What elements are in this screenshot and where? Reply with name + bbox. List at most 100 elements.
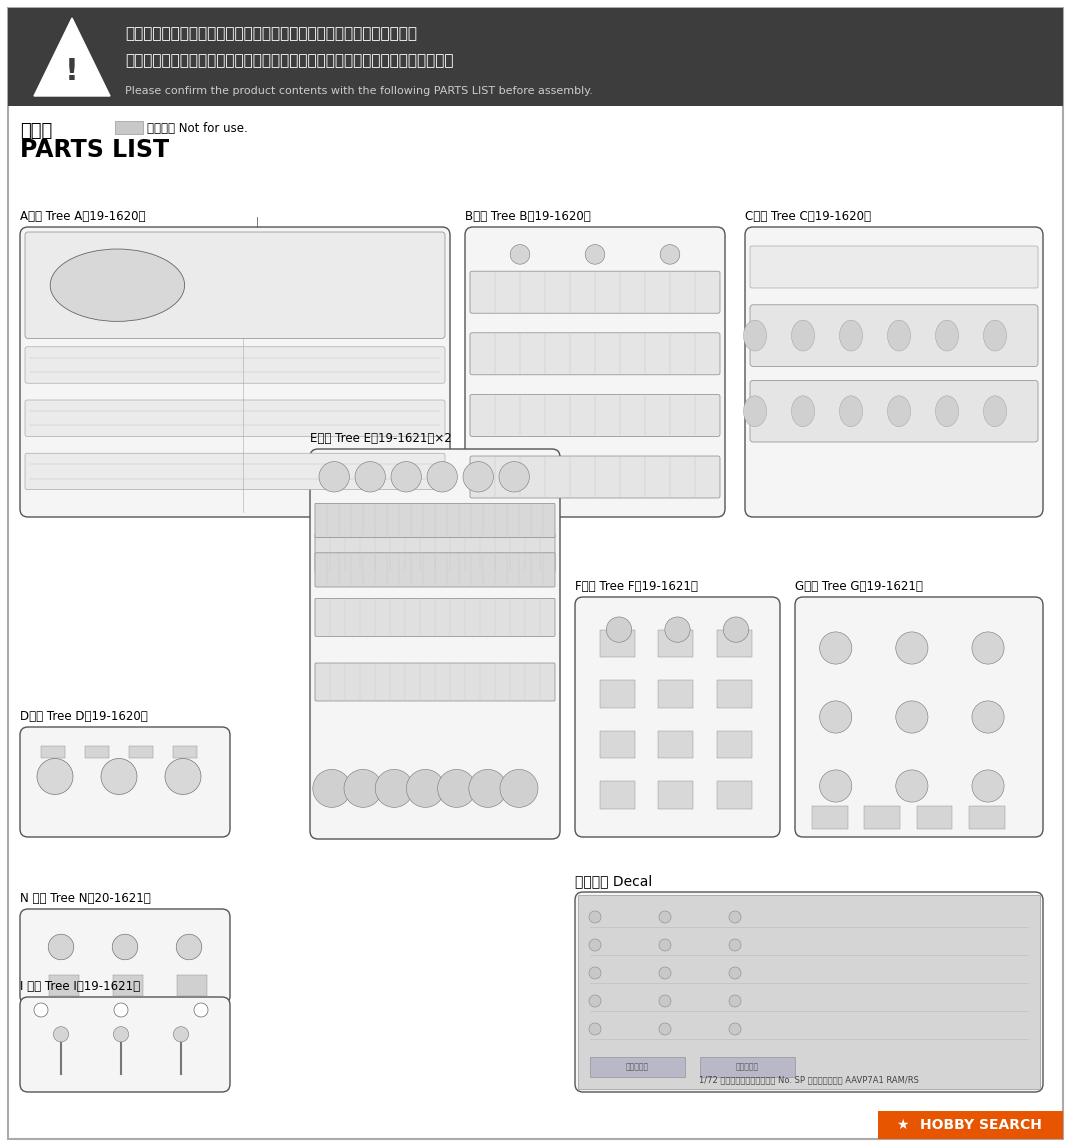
- Circle shape: [819, 770, 851, 802]
- Circle shape: [729, 911, 741, 923]
- Text: I 部品 Tree I（19-1621）: I 部品 Tree I（19-1621）: [20, 980, 140, 993]
- FancyBboxPatch shape: [20, 997, 230, 1092]
- FancyBboxPatch shape: [750, 305, 1038, 366]
- FancyBboxPatch shape: [315, 663, 555, 701]
- Circle shape: [589, 939, 601, 951]
- Text: A部品 Tree A（19-1620）: A部品 Tree A（19-1620）: [20, 210, 146, 223]
- Circle shape: [344, 770, 382, 807]
- Ellipse shape: [888, 320, 910, 351]
- Polygon shape: [34, 18, 110, 96]
- Circle shape: [114, 1002, 129, 1017]
- Circle shape: [406, 770, 444, 807]
- Circle shape: [34, 1002, 48, 1017]
- Circle shape: [729, 1023, 741, 1035]
- Ellipse shape: [935, 396, 959, 427]
- Text: B部品 Tree B（19-1620）: B部品 Tree B（19-1620）: [465, 210, 591, 223]
- Circle shape: [174, 1027, 188, 1041]
- Circle shape: [971, 770, 1005, 802]
- FancyBboxPatch shape: [795, 596, 1043, 837]
- Ellipse shape: [50, 249, 184, 321]
- Circle shape: [660, 244, 680, 264]
- Circle shape: [101, 758, 137, 795]
- Bar: [716, 680, 752, 708]
- Circle shape: [463, 461, 494, 492]
- FancyBboxPatch shape: [20, 727, 230, 837]
- Circle shape: [971, 701, 1005, 733]
- Text: ★: ★: [896, 1118, 908, 1132]
- Circle shape: [589, 994, 601, 1007]
- Text: PARTS LIST: PARTS LIST: [20, 138, 169, 162]
- Circle shape: [177, 935, 201, 960]
- Circle shape: [589, 967, 601, 980]
- Text: 海羊陸戦隊: 海羊陸戦隊: [736, 1062, 758, 1071]
- Bar: [658, 680, 693, 708]
- Ellipse shape: [840, 396, 862, 427]
- Text: デカール Decal: デカール Decal: [575, 874, 652, 888]
- Bar: [716, 731, 752, 758]
- Circle shape: [114, 1027, 129, 1041]
- Bar: [177, 975, 207, 996]
- FancyBboxPatch shape: [750, 381, 1038, 442]
- Ellipse shape: [935, 320, 959, 351]
- Circle shape: [659, 994, 672, 1007]
- Bar: [600, 731, 635, 758]
- FancyBboxPatch shape: [315, 599, 555, 637]
- FancyBboxPatch shape: [745, 227, 1043, 517]
- FancyBboxPatch shape: [25, 400, 444, 436]
- Circle shape: [319, 461, 349, 492]
- Circle shape: [665, 617, 690, 642]
- FancyBboxPatch shape: [315, 533, 555, 572]
- Bar: [917, 806, 952, 829]
- Circle shape: [606, 617, 632, 642]
- Circle shape: [659, 967, 672, 980]
- Text: 部品図: 部品図: [20, 122, 52, 140]
- FancyBboxPatch shape: [20, 910, 230, 1004]
- Circle shape: [729, 994, 741, 1007]
- Text: D部品 Tree D（19-1620）: D部品 Tree D（19-1620）: [20, 710, 148, 723]
- Bar: [716, 630, 752, 657]
- Circle shape: [375, 770, 413, 807]
- FancyBboxPatch shape: [470, 271, 720, 313]
- Text: 海羊陸戦隊: 海羊陸戦隊: [625, 1062, 649, 1071]
- FancyBboxPatch shape: [310, 448, 560, 838]
- Circle shape: [819, 632, 851, 664]
- Bar: [115, 120, 144, 134]
- Text: HOBBY SEARCH: HOBBY SEARCH: [920, 1118, 1041, 1132]
- Circle shape: [165, 758, 201, 795]
- Circle shape: [499, 461, 529, 492]
- Circle shape: [391, 461, 421, 492]
- Circle shape: [112, 935, 138, 960]
- Circle shape: [659, 911, 672, 923]
- Bar: [600, 630, 635, 657]
- Bar: [878, 1111, 1064, 1139]
- Circle shape: [589, 911, 601, 923]
- Circle shape: [355, 461, 386, 492]
- Circle shape: [659, 939, 672, 951]
- Text: N 部品 Tree N（20-1621）: N 部品 Tree N（20-1621）: [20, 892, 151, 905]
- Ellipse shape: [840, 320, 862, 351]
- Ellipse shape: [791, 320, 815, 351]
- Circle shape: [469, 770, 507, 807]
- Circle shape: [54, 1027, 69, 1041]
- Bar: [812, 806, 847, 829]
- Circle shape: [510, 244, 530, 264]
- Circle shape: [971, 632, 1005, 664]
- Bar: [969, 806, 1005, 829]
- Bar: [658, 781, 693, 809]
- Circle shape: [500, 770, 538, 807]
- Bar: [700, 1058, 795, 1077]
- FancyBboxPatch shape: [470, 457, 720, 498]
- Bar: [600, 680, 635, 708]
- Bar: [658, 731, 693, 758]
- Bar: [578, 895, 1040, 1089]
- Bar: [41, 746, 65, 758]
- Circle shape: [37, 758, 73, 795]
- Bar: [174, 746, 197, 758]
- Circle shape: [427, 461, 457, 492]
- Bar: [864, 806, 900, 829]
- FancyBboxPatch shape: [750, 245, 1038, 288]
- Bar: [49, 975, 79, 996]
- Circle shape: [438, 770, 476, 807]
- Text: G部品 Tree G（19-1621）: G部品 Tree G（19-1621）: [795, 580, 923, 593]
- Text: Please confirm the product contents with the following PARTS LIST before assembl: Please confirm the product contents with…: [125, 86, 593, 96]
